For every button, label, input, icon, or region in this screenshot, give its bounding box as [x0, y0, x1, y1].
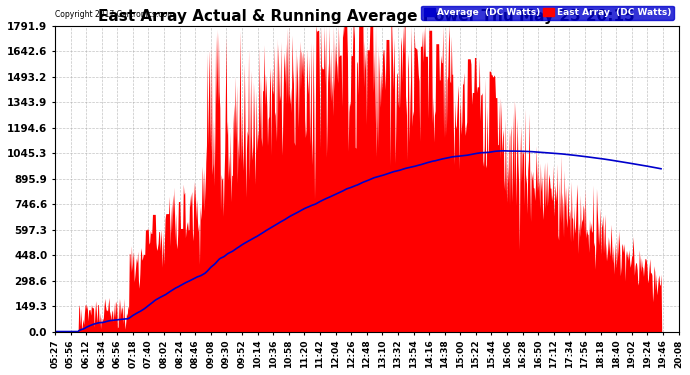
Legend: Average  (DC Watts), East Array  (DC Watts): Average (DC Watts), East Array (DC Watts… — [421, 6, 674, 20]
Title: East Array Actual & Running Average Power Thu May 25 20:15: East Array Actual & Running Average Powe… — [99, 9, 635, 24]
Text: Copyright 2017 Cartronics.com: Copyright 2017 Cartronics.com — [55, 10, 175, 20]
